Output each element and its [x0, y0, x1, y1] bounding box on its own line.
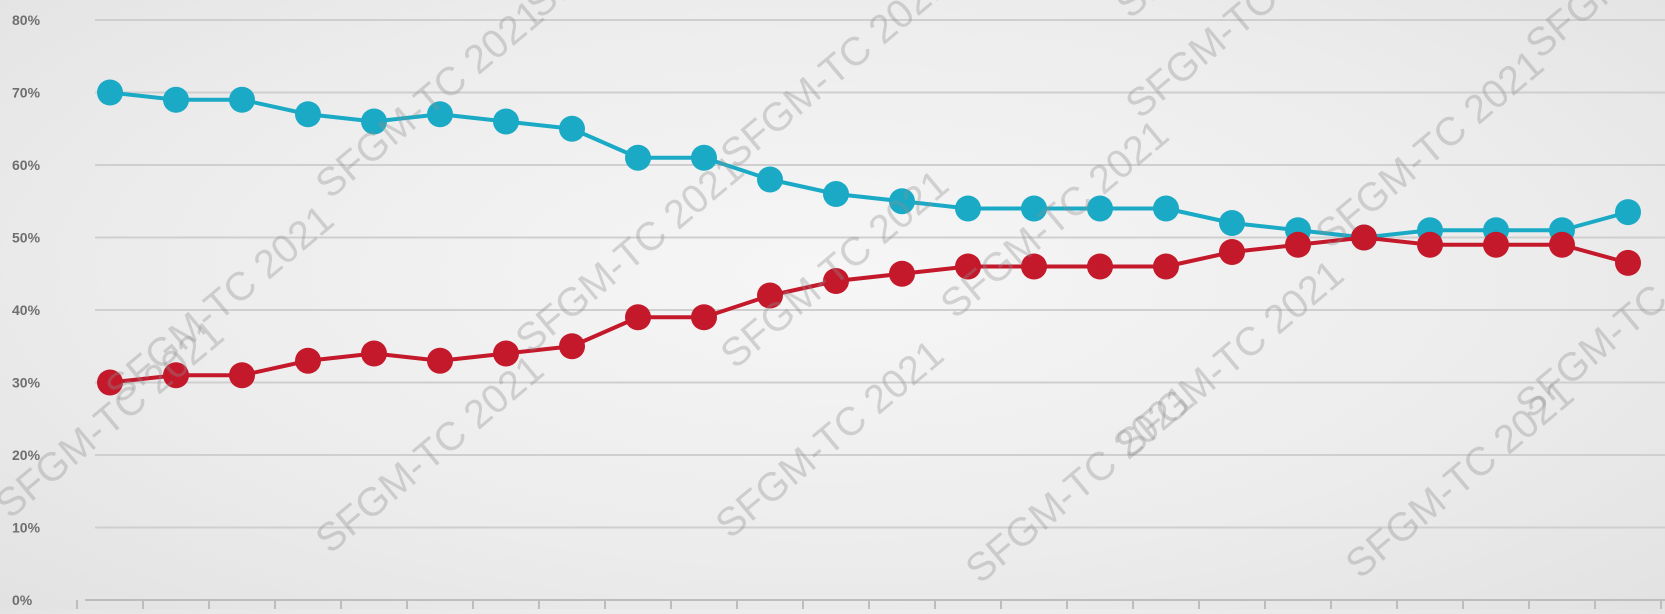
data-point — [823, 268, 849, 294]
data-point — [427, 347, 453, 374]
data-point — [1285, 231, 1311, 258]
y-tick-label: 70% — [12, 85, 41, 101]
data-point — [889, 260, 915, 287]
data-point — [1153, 195, 1179, 222]
data-point — [1087, 195, 1113, 222]
data-series — [97, 79, 1641, 396]
data-point — [889, 188, 915, 215]
series-2 — [97, 224, 1641, 396]
data-point — [427, 101, 453, 128]
y-tick-label: 80% — [12, 12, 41, 28]
data-point — [559, 115, 585, 142]
y-tick-label: 10% — [12, 520, 41, 536]
data-point — [823, 181, 849, 207]
data-point — [97, 369, 123, 396]
data-point — [1021, 195, 1047, 222]
data-point — [361, 108, 387, 135]
data-point — [1549, 231, 1575, 258]
x-axis-baseline — [76, 599, 1665, 609]
watermark-text: SFGM-TC 2021 — [713, 0, 958, 177]
y-tick-label: 60% — [12, 157, 41, 173]
data-point — [559, 333, 585, 360]
data-point — [1483, 231, 1509, 258]
watermark-text: SFGM-TC 2021 — [518, 0, 763, 27]
data-point — [1087, 253, 1113, 280]
data-point — [97, 79, 123, 106]
data-point — [625, 304, 651, 331]
data-point — [1219, 239, 1245, 265]
y-axis-ticks: 0% 10% 20% 30% 40% 50% 60% 70% 80% — [12, 12, 41, 608]
data-point — [691, 144, 717, 171]
data-point — [229, 362, 255, 389]
data-point — [757, 166, 783, 193]
watermark-text: SFGM-TC 2021 — [1108, 252, 1353, 467]
watermark-text: SFGM-TC 2021 — [508, 147, 753, 362]
data-point — [1417, 231, 1443, 258]
gridlines — [95, 19, 1665, 529]
data-point — [955, 195, 981, 222]
data-point — [361, 340, 387, 367]
data-point — [1153, 253, 1179, 280]
series-1 — [97, 79, 1641, 251]
data-point — [163, 86, 189, 113]
data-point — [493, 108, 519, 135]
data-point — [955, 253, 981, 280]
data-point — [625, 144, 651, 171]
data-point — [493, 340, 519, 367]
watermark-text: SFGM-TC 2021 — [308, 0, 553, 207]
y-tick-label: 50% — [12, 230, 41, 246]
data-point — [295, 101, 321, 128]
data-point — [691, 304, 717, 331]
data-point — [1219, 210, 1245, 236]
data-point — [229, 86, 255, 113]
y-tick-label: 30% — [12, 375, 41, 391]
data-point — [1021, 253, 1047, 280]
watermark-text: SFGM-TC 2021 — [98, 197, 343, 412]
watermark-text: SFGM-TC 2021 — [1518, 0, 1665, 67]
y-tick-label: 40% — [12, 302, 41, 318]
data-point — [757, 282, 783, 309]
data-point — [1615, 249, 1641, 276]
data-point — [163, 362, 189, 389]
data-point — [295, 347, 321, 374]
y-tick-label: 20% — [12, 447, 41, 463]
data-point — [1351, 224, 1377, 251]
data-point — [1615, 199, 1641, 226]
y-tick-label: 0% — [12, 592, 33, 608]
